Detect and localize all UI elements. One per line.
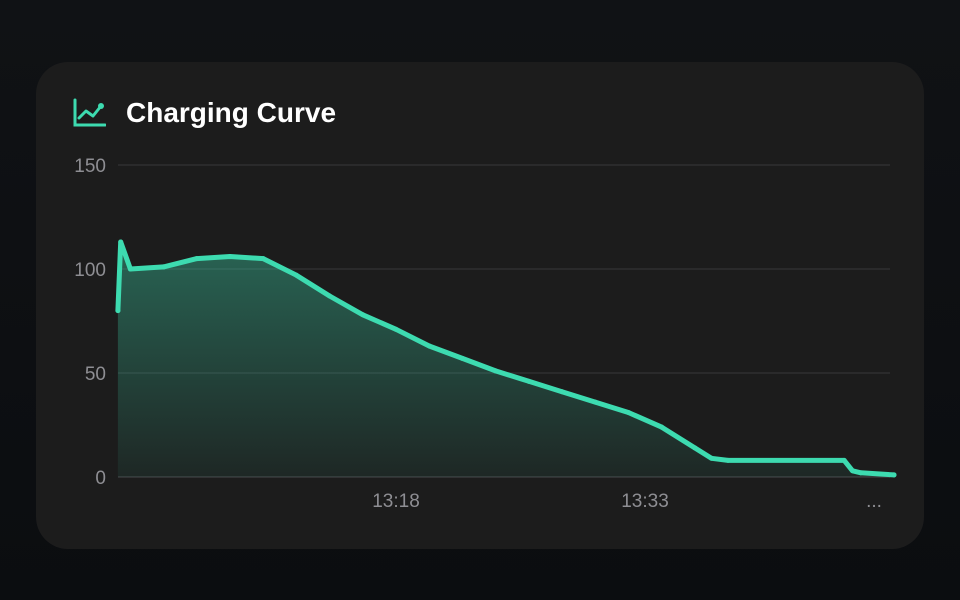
data-point [692,445,698,451]
data-point [659,424,665,430]
x-tick-label: 13:18 [372,491,420,512]
data-point [725,457,731,463]
data-point [841,457,847,463]
data-point [858,470,864,476]
data-point [227,254,233,260]
data-point [891,472,897,478]
data-point [459,355,465,361]
data-point [559,389,565,395]
data-point [194,256,200,262]
data-point [360,312,366,318]
x-tick-label: 13:33 [621,491,669,512]
data-point [625,410,631,416]
y-tick-label: 100 [74,260,106,281]
data-point [127,266,133,272]
data-point [426,343,432,349]
data-point [526,378,532,384]
data-point [115,308,121,314]
data-point [293,272,299,278]
y-tick-label: 50 [85,364,106,385]
area-fill [117,242,894,477]
line-chart-icon [73,98,106,127]
data-point [260,256,266,262]
data-point [592,399,598,405]
data-point [850,468,855,474]
y-tick-label: 0 [95,468,106,489]
data-point [393,326,399,332]
data-point [493,368,499,374]
y-tick-label: 150 [74,156,106,177]
data-point [161,264,167,270]
data-point [118,239,124,245]
series-line [115,239,897,478]
x-tick-label: ... [866,491,882,512]
card-title: Charging Curve [126,97,337,128]
data-point [327,293,333,299]
data-point [708,455,714,461]
